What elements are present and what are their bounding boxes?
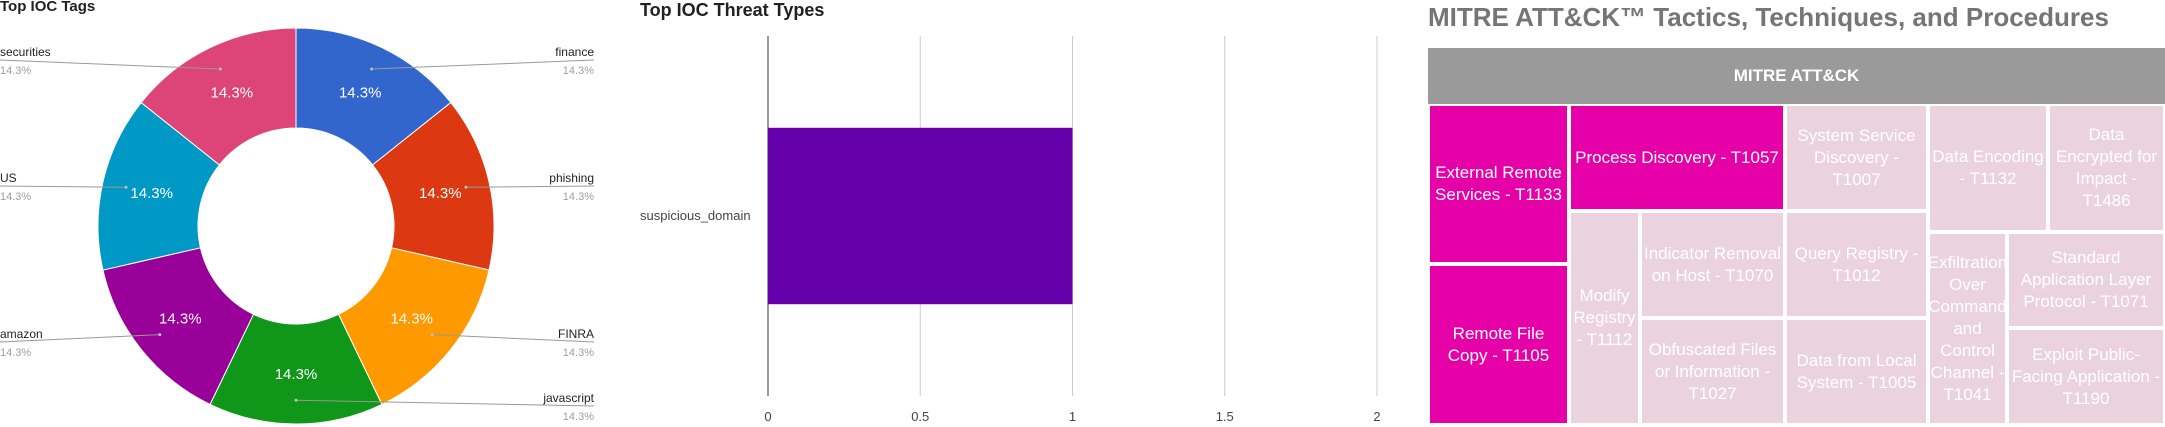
- donut-slice-phishing[interactable]: [371, 101, 495, 271]
- legend-percent: 14.3%: [563, 65, 594, 77]
- callout-line: [0, 334, 160, 343]
- donut-slice-securities[interactable]: [140, 27, 297, 166]
- legend-label-securities: securities: [0, 45, 51, 59]
- donut-slice-us[interactable]: [97, 101, 221, 271]
- callout-line: [0, 59, 221, 70]
- callout-dot: [464, 185, 468, 189]
- callout-dot: [370, 67, 374, 71]
- donut-slice-amazon[interactable]: [102, 247, 255, 406]
- callout-line: [0, 185, 127, 188]
- threat-types-bar-chart: 0 0.5 1 1.5 2 suspicious_domain: [640, 36, 1381, 424]
- legend-label-us: US: [0, 171, 17, 185]
- slice-percent-label: 14.3%: [130, 185, 173, 202]
- treemap-cell[interactable]: Process Discovery - T1057: [1569, 104, 1785, 211]
- treemap-cell[interactable]: Remote File Copy - T1105: [1428, 264, 1569, 425]
- callout-line: [371, 59, 595, 70]
- legend-percent: 14.3%: [0, 347, 31, 359]
- treemap-cell[interactable]: Exploit Public-Facing Application - T119…: [2007, 328, 2165, 425]
- mitre-treemap: MITRE ATT&CK External Remote Services - …: [1428, 48, 2165, 425]
- treemap-root-header[interactable]: MITRE ATT&CK: [1428, 48, 2165, 104]
- donut-slice-javascript[interactable]: [209, 313, 383, 425]
- legend-label-javascript: javascript: [542, 391, 594, 405]
- treemap-cell[interactable]: Standard Application Layer Protocol - T1…: [2007, 232, 2165, 328]
- slice-percent-label: 14.3%: [159, 310, 202, 327]
- slice-percent-label: 14.3%: [275, 366, 318, 383]
- x-tick-label: 2: [1373, 409, 1380, 424]
- x-tick-label: 1.5: [1216, 409, 1234, 424]
- callout-dot: [294, 398, 298, 402]
- callout-dot: [124, 185, 128, 189]
- legend-percent: 14.3%: [0, 191, 31, 203]
- legend-label-finance: finance: [555, 45, 594, 59]
- callout-line: [295, 399, 595, 407]
- treemap-cell[interactable]: Indicator Removal on Host - T1070: [1640, 211, 1785, 318]
- legend-label-phishing: phishing: [549, 171, 594, 185]
- legend-percent: 14.3%: [563, 347, 594, 359]
- slice-percent-label: 14.3%: [419, 185, 462, 202]
- ioc-tags-title: Top IOC Tags: [0, 0, 96, 15]
- x-tick-label: 1: [1069, 409, 1076, 424]
- slice-percent-label: 14.3%: [339, 85, 382, 102]
- treemap-cell[interactable]: Data Encoding - T1132: [1928, 104, 2048, 232]
- slice-percent-label: 14.3%: [211, 85, 254, 102]
- legend-label-amazon: amazon: [0, 327, 43, 341]
- callout-line: [465, 185, 595, 188]
- ioc-tags-panel: Top IOC Tags 14.3% finance 14.3% 14.3% phish…: [0, 0, 600, 427]
- legend-percent: 14.3%: [563, 411, 594, 423]
- treemap-cell[interactable]: System Service Discovery - T1007: [1785, 104, 1928, 211]
- x-tick-label: 0: [764, 409, 771, 424]
- treemap-cell[interactable]: Obfuscated Files or Information - T1027: [1640, 318, 1785, 425]
- callout-dot: [218, 67, 222, 71]
- legend-percent: 14.3%: [0, 65, 31, 77]
- treemap-cell[interactable]: Exfiltration Over Command and Control Ch…: [1928, 232, 2007, 425]
- treemap-cell[interactable]: External Remote Services - T1133: [1428, 104, 1569, 264]
- threat-types-title: Top IOC Threat Types: [640, 0, 825, 20]
- legend-percent: 14.3%: [563, 191, 594, 203]
- ioc-tags-donut-chart: 14.3% finance 14.3% 14.3% phishing 14.3% 14.3%…: [0, 27, 595, 425]
- slice-percent-label: 14.3%: [390, 310, 433, 327]
- treemap-cell[interactable]: Query Registry - T1012: [1785, 211, 1928, 318]
- threat-types-panel: Top IOC Threat Types 0 0.5 1 1.5 2 suspicious…: [640, 0, 1400, 427]
- legend-label-finra: FINRA: [558, 327, 594, 341]
- donut-slice-finance[interactable]: [295, 27, 452, 166]
- treemap-cell[interactable]: Data from Local System - T1005: [1785, 318, 1928, 425]
- callout-dot: [158, 333, 162, 337]
- treemap-cell[interactable]: Modify Registry - T1112: [1569, 211, 1640, 425]
- mitre-title: MITRE ATT&CK™ Tactics, Techniques, and P…: [1428, 2, 2109, 32]
- treemap-cell[interactable]: Data Encrypted for Impact - T1486: [2048, 104, 2165, 232]
- callout-line: [432, 334, 595, 343]
- x-tick-label: 0.5: [911, 409, 929, 424]
- y-category-label: suspicious_domain: [640, 208, 751, 223]
- callout-dot: [430, 333, 434, 337]
- bar-suspicious-domain[interactable]: [768, 127, 1073, 305]
